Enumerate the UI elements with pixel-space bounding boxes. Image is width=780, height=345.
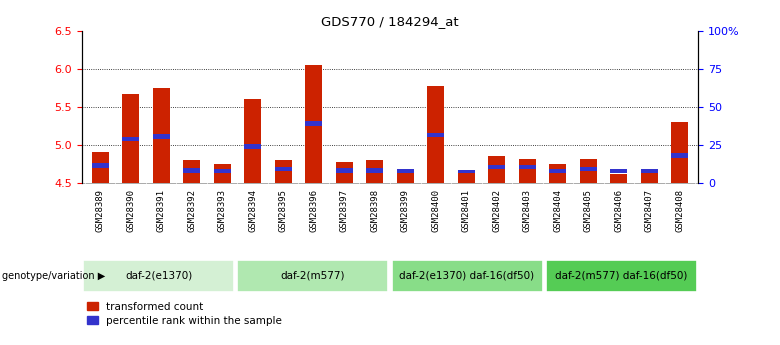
Text: GSM28402: GSM28402 xyxy=(492,189,502,232)
Text: GSM28403: GSM28403 xyxy=(523,189,532,232)
Bar xyxy=(122,137,139,141)
Bar xyxy=(305,65,322,183)
Bar xyxy=(458,170,475,173)
Bar xyxy=(183,160,200,183)
Bar xyxy=(519,165,536,169)
Bar xyxy=(488,165,505,169)
Text: GSM28407: GSM28407 xyxy=(645,189,654,232)
Bar xyxy=(427,133,444,137)
Bar xyxy=(153,88,169,183)
Bar xyxy=(305,121,322,126)
Text: GSM28406: GSM28406 xyxy=(615,189,623,232)
FancyBboxPatch shape xyxy=(237,260,388,292)
Title: GDS770 / 184294_at: GDS770 / 184294_at xyxy=(321,16,459,29)
Bar xyxy=(336,168,353,173)
Text: GSM28400: GSM28400 xyxy=(431,189,440,232)
Bar xyxy=(611,174,627,183)
Bar xyxy=(122,94,139,183)
Bar xyxy=(244,99,261,183)
Text: GSM28401: GSM28401 xyxy=(462,189,471,232)
Text: GSM28393: GSM28393 xyxy=(218,189,227,232)
Text: GSM28389: GSM28389 xyxy=(96,189,105,232)
Bar xyxy=(244,144,261,149)
Text: GSM28404: GSM28404 xyxy=(553,189,562,232)
Bar xyxy=(367,160,383,183)
Text: daf-2(e1370) daf-16(df50): daf-2(e1370) daf-16(df50) xyxy=(399,271,534,281)
Text: daf-2(e1370): daf-2(e1370) xyxy=(126,271,193,281)
FancyBboxPatch shape xyxy=(545,260,697,292)
Bar xyxy=(549,169,566,173)
Bar xyxy=(580,159,597,183)
Text: daf-2(m577) daf-16(df50): daf-2(m577) daf-16(df50) xyxy=(555,271,687,281)
Bar xyxy=(214,169,231,173)
Text: daf-2(m577): daf-2(m577) xyxy=(281,271,346,281)
Bar xyxy=(580,167,597,171)
Bar xyxy=(397,169,413,173)
FancyBboxPatch shape xyxy=(392,260,543,292)
Bar xyxy=(153,134,169,139)
Text: GSM28405: GSM28405 xyxy=(583,189,593,232)
Text: GSM28391: GSM28391 xyxy=(157,189,165,232)
Bar xyxy=(275,160,292,183)
Bar xyxy=(275,167,292,171)
Text: GSM28395: GSM28395 xyxy=(278,189,288,232)
Bar xyxy=(183,168,200,173)
Bar xyxy=(92,152,108,183)
Bar xyxy=(641,169,658,173)
Text: GSM28396: GSM28396 xyxy=(309,189,318,232)
FancyBboxPatch shape xyxy=(83,260,235,292)
Bar xyxy=(672,122,688,183)
Legend: transformed count, percentile rank within the sample: transformed count, percentile rank withi… xyxy=(87,302,282,326)
Bar xyxy=(672,153,688,158)
Text: GSM28399: GSM28399 xyxy=(401,189,410,232)
Bar xyxy=(488,156,505,183)
Text: GSM28390: GSM28390 xyxy=(126,189,135,232)
Text: genotype/variation ▶: genotype/variation ▶ xyxy=(2,271,105,281)
Text: GSM28397: GSM28397 xyxy=(340,189,349,232)
Bar xyxy=(611,169,627,173)
Bar xyxy=(427,86,444,183)
Bar xyxy=(214,164,231,183)
Text: GSM28392: GSM28392 xyxy=(187,189,197,232)
Bar xyxy=(458,173,475,183)
Bar xyxy=(549,164,566,183)
Text: GSM28398: GSM28398 xyxy=(370,189,379,232)
Bar xyxy=(397,171,413,183)
Text: GSM28408: GSM28408 xyxy=(675,189,684,232)
Bar xyxy=(641,171,658,183)
Bar xyxy=(367,168,383,173)
Text: GSM28394: GSM28394 xyxy=(248,189,257,232)
Bar xyxy=(92,163,108,168)
Bar xyxy=(336,162,353,183)
Bar xyxy=(519,159,536,183)
